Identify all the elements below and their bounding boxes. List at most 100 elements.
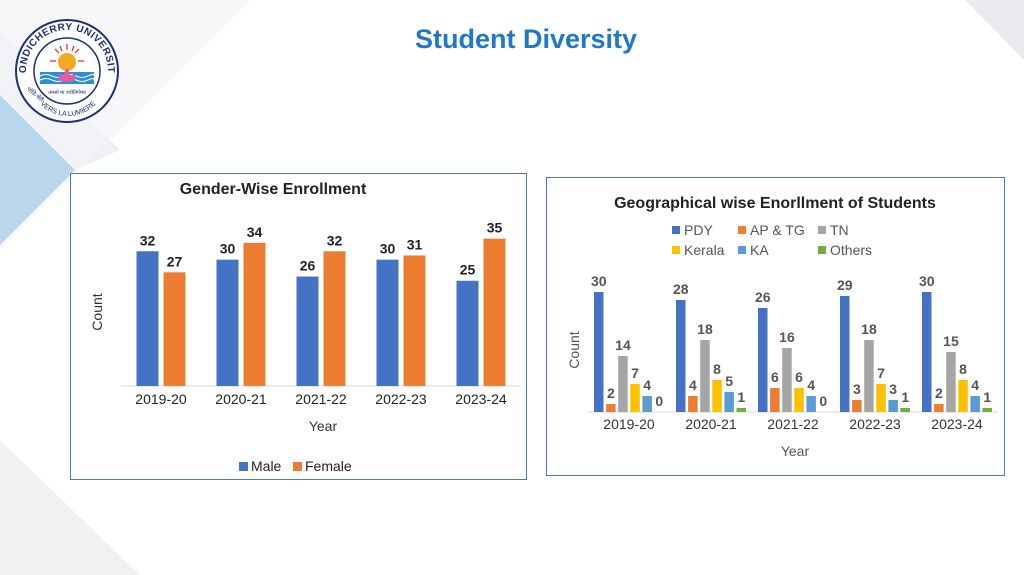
bar-female-2019-20 xyxy=(163,272,186,386)
data-label-others-2021-22: 0 xyxy=(819,393,827,409)
data-label-others-2019-20: 0 xyxy=(655,393,663,409)
data-label-others-2023-24: 1 xyxy=(983,389,991,405)
data-label-female-2019-20: 27 xyxy=(167,253,183,269)
x-axis-title: Year xyxy=(781,443,810,459)
geo-chart-panel: Geographical wise Enorllment of Students… xyxy=(546,177,1005,476)
legend-swatch-others xyxy=(818,246,826,254)
data-label-ap-tg-2020-21: 4 xyxy=(689,377,697,393)
legend-swatch-tn xyxy=(818,226,826,234)
bar-pdy-2023-24 xyxy=(922,292,932,412)
data-label-male-2019-20: 32 xyxy=(140,232,156,248)
data-label-male-2022-23: 30 xyxy=(380,241,396,257)
page-title: Student Diversity xyxy=(414,24,638,54)
data-label-ka-2020-21: 5 xyxy=(725,373,733,389)
bar-kerala-2019-20 xyxy=(630,384,640,412)
bar-ka-2020-21 xyxy=(724,392,734,412)
x-tick-label: 2020-21 xyxy=(685,416,737,432)
data-label-ka-2019-20: 4 xyxy=(643,377,651,393)
bar-tn-2022-23 xyxy=(864,340,874,412)
x-tick-label: 2023-24 xyxy=(931,416,983,432)
legend-label-ap-tg: AP & TG xyxy=(750,222,805,238)
data-label-pdy-2020-21: 28 xyxy=(673,281,689,297)
bar-male-2021-22 xyxy=(296,276,319,386)
legend-label-kerala: Kerala xyxy=(684,242,725,258)
legend-swatch-pdy xyxy=(672,226,680,234)
university-logo: PONDICHERRY UNIVERSITY VERS LA LUMIERE त… xyxy=(14,18,119,123)
bar-male-2023-24 xyxy=(456,280,479,386)
data-label-tn-2020-21: 18 xyxy=(697,321,713,337)
bar-pdy-2019-20 xyxy=(594,292,604,412)
bar-female-2023-24 xyxy=(483,238,506,386)
bar-ap-tg-2020-21 xyxy=(688,396,698,412)
data-label-kerala-2021-22: 6 xyxy=(795,369,803,385)
data-label-ka-2022-23: 3 xyxy=(889,381,897,397)
data-label-female-2022-23: 31 xyxy=(407,236,423,252)
bar-female-2022-23 xyxy=(403,255,426,386)
y-axis-title: Count xyxy=(89,293,105,330)
bar-male-2020-21 xyxy=(216,259,239,386)
bar-tn-2021-22 xyxy=(782,348,792,412)
data-label-female-2023-24: 35 xyxy=(487,220,503,236)
bar-others-2020-21 xyxy=(736,408,746,412)
bar-female-2021-22 xyxy=(323,251,346,386)
gender-chart-panel: Gender-Wise Enrollment 32 27 2019-20 30 34 202… xyxy=(70,173,527,480)
bar-pdy-2021-22 xyxy=(758,308,768,412)
x-tick-label: 2019-20 xyxy=(603,416,655,432)
data-label-pdy-2022-23: 29 xyxy=(837,277,853,293)
bar-ka-2023-24 xyxy=(970,396,980,412)
legend-swatch-female xyxy=(293,462,302,471)
bar-ap-tg-2019-20 xyxy=(606,404,616,412)
data-label-male-2023-24: 25 xyxy=(460,262,476,278)
bar-tn-2019-20 xyxy=(618,356,628,412)
sun-icon xyxy=(50,44,84,71)
data-label-ap-tg-2021-22: 6 xyxy=(771,369,779,385)
chart-title: Gender-Wise Enrollment xyxy=(180,181,367,198)
data-label-ka-2023-24: 4 xyxy=(971,377,979,393)
data-label-tn-2022-23: 18 xyxy=(861,321,877,337)
bar-others-2023-24 xyxy=(982,408,992,412)
x-tick-label: 2019-20 xyxy=(135,391,187,407)
data-label-ap-tg-2023-24: 2 xyxy=(935,385,943,401)
geographical-enrollment-chart: Geographical wise Enorllment of Students… xyxy=(566,195,998,459)
bar-ap-tg-2023-24 xyxy=(934,404,944,412)
legend-label-female: Female xyxy=(305,458,352,474)
bar-ka-2021-22 xyxy=(806,396,816,412)
x-tick-label: 2021-22 xyxy=(767,416,819,432)
data-label-ka-2021-22: 4 xyxy=(807,377,815,393)
bar-kerala-2021-22 xyxy=(794,388,804,412)
legend-swatch-male xyxy=(239,462,248,471)
data-label-pdy-2021-22: 26 xyxy=(755,289,771,305)
x-tick-label: 2023-24 xyxy=(455,391,507,407)
bar-ka-2022-23 xyxy=(888,400,898,412)
data-label-pdy-2019-20: 30 xyxy=(591,273,607,289)
data-label-kerala-2019-20: 7 xyxy=(631,365,639,381)
data-label-kerala-2020-21: 8 xyxy=(713,361,721,377)
data-label-ap-tg-2022-23: 3 xyxy=(853,381,861,397)
data-label-kerala-2023-24: 8 xyxy=(959,361,967,377)
bar-kerala-2020-21 xyxy=(712,380,722,412)
chart-title: Geographical wise Enorllment of Students xyxy=(614,195,936,212)
bar-others-2022-23 xyxy=(900,408,910,412)
data-label-pdy-2023-24: 30 xyxy=(919,273,935,289)
bar-ka-2019-20 xyxy=(642,396,652,412)
data-label-ap-tg-2019-20: 2 xyxy=(607,385,615,401)
lotus-icon xyxy=(58,68,76,82)
bar-kerala-2023-24 xyxy=(958,380,968,412)
data-label-male-2021-22: 26 xyxy=(300,258,316,274)
bar-kerala-2022-23 xyxy=(876,384,886,412)
data-label-female-2021-22: 32 xyxy=(327,232,343,248)
bar-tn-2020-21 xyxy=(700,340,710,412)
legend-swatch-ap-tg xyxy=(738,226,746,234)
gender-enrollment-chart: Gender-Wise Enrollment 32 27 2019-20 30 34 202… xyxy=(89,181,521,474)
bar-tn-2023-24 xyxy=(946,352,956,412)
data-label-tn-2023-24: 15 xyxy=(943,333,959,349)
logo-hindi-motto: तमसो मा ज्योतिर्गमय xyxy=(48,89,86,96)
bar-ap-tg-2022-23 xyxy=(852,400,862,412)
bottom-left-corner xyxy=(0,440,140,575)
legend-label-pdy: PDY xyxy=(684,222,713,238)
y-axis-title: Count xyxy=(566,331,582,368)
bar-female-2020-21 xyxy=(243,242,266,386)
x-axis-title: Year xyxy=(309,418,338,434)
x-tick-label: 2022-23 xyxy=(849,416,901,432)
data-label-others-2022-23: 1 xyxy=(901,389,909,405)
